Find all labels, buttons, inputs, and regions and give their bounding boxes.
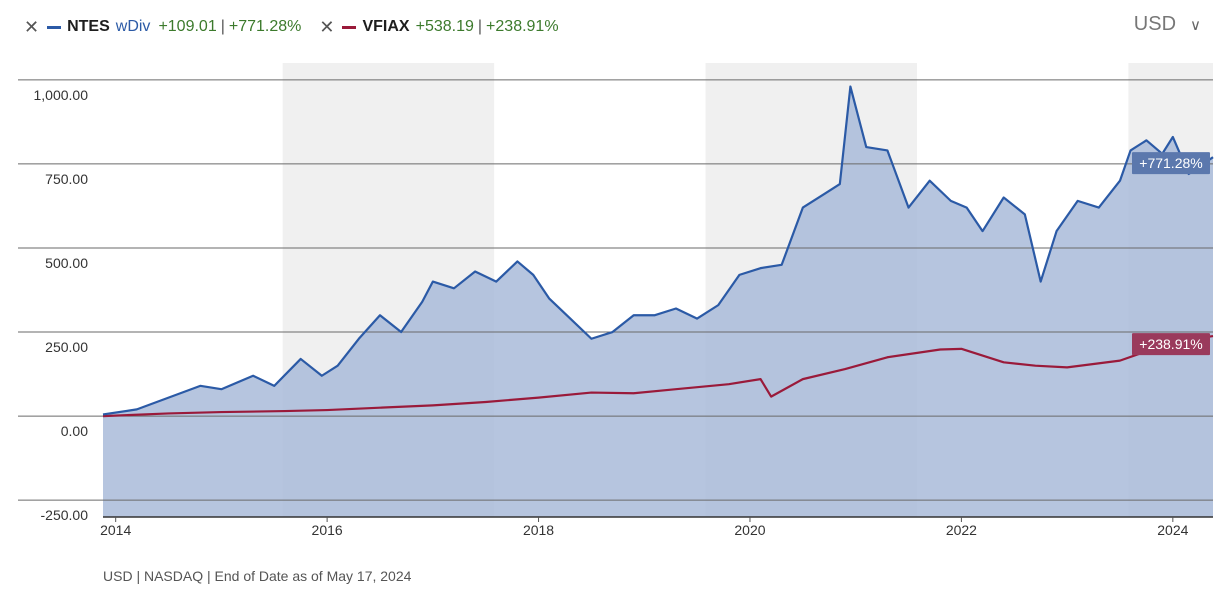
vfiax-change-pct: +238.91% xyxy=(486,18,559,35)
vfiax-separator: | xyxy=(477,18,483,35)
x-tick-label-2: 2018 xyxy=(523,522,554,538)
ntes-change-pct: +771.28% xyxy=(228,18,302,35)
x-tick-label-5: 2024 xyxy=(1157,522,1188,538)
remove-ntes-icon[interactable]: ✕ xyxy=(24,17,40,37)
ntes-sub: wDiv xyxy=(115,18,151,35)
vfiax-end-label-bg xyxy=(1132,333,1210,356)
y-tick-label-1: 750.00 xyxy=(45,171,88,187)
x-tick-label-3: 2020 xyxy=(734,522,765,538)
ntes-change-abs: +109.01 xyxy=(158,18,217,35)
x-tick-label-1: 2016 xyxy=(312,522,343,538)
y-tick-label-0: 1,000.00 xyxy=(34,87,89,103)
vfiax-end-label: +238.91% xyxy=(1139,336,1202,352)
chart-legend: ✕ NTES wDiv +109.01 | +771.28% ✕ VFIAX +… xyxy=(24,15,559,39)
ntes-ticker[interactable]: NTES xyxy=(67,18,110,35)
y-tick-label-3: 250.00 xyxy=(45,339,88,355)
y-tick-label-2: 500.00 xyxy=(45,255,88,271)
y-tick-label-4: 0.00 xyxy=(61,423,88,439)
currency-label: USD xyxy=(1133,13,1177,35)
x-tick-label-0: 2014 xyxy=(100,522,131,538)
ntes-separator: | xyxy=(220,18,225,35)
ntes-area xyxy=(103,86,1213,517)
vfiax-change-abs: +538.19 xyxy=(415,18,474,35)
currency-select[interactable]: USD ∨ xyxy=(1134,13,1201,36)
y-tick-label-5: -250.00 xyxy=(41,507,89,523)
vfiax-line xyxy=(102,334,1214,418)
ntes-swatch xyxy=(47,25,62,29)
ntes-end-label-bg xyxy=(1132,152,1210,175)
vfiax-swatch xyxy=(342,25,357,29)
chart-footer: USD | NASDAQ | End of Date as of May 17,… xyxy=(103,568,412,584)
vfiax-ticker[interactable]: VFIAX xyxy=(362,18,410,35)
chevron-down-icon: ∨ xyxy=(1190,16,1201,34)
remove-vfiax-icon[interactable]: ✕ xyxy=(319,17,335,37)
x-tick-label-4: 2022 xyxy=(946,522,977,538)
ntes-line xyxy=(102,85,1214,416)
ntes-end-label: +771.28% xyxy=(1139,155,1202,171)
